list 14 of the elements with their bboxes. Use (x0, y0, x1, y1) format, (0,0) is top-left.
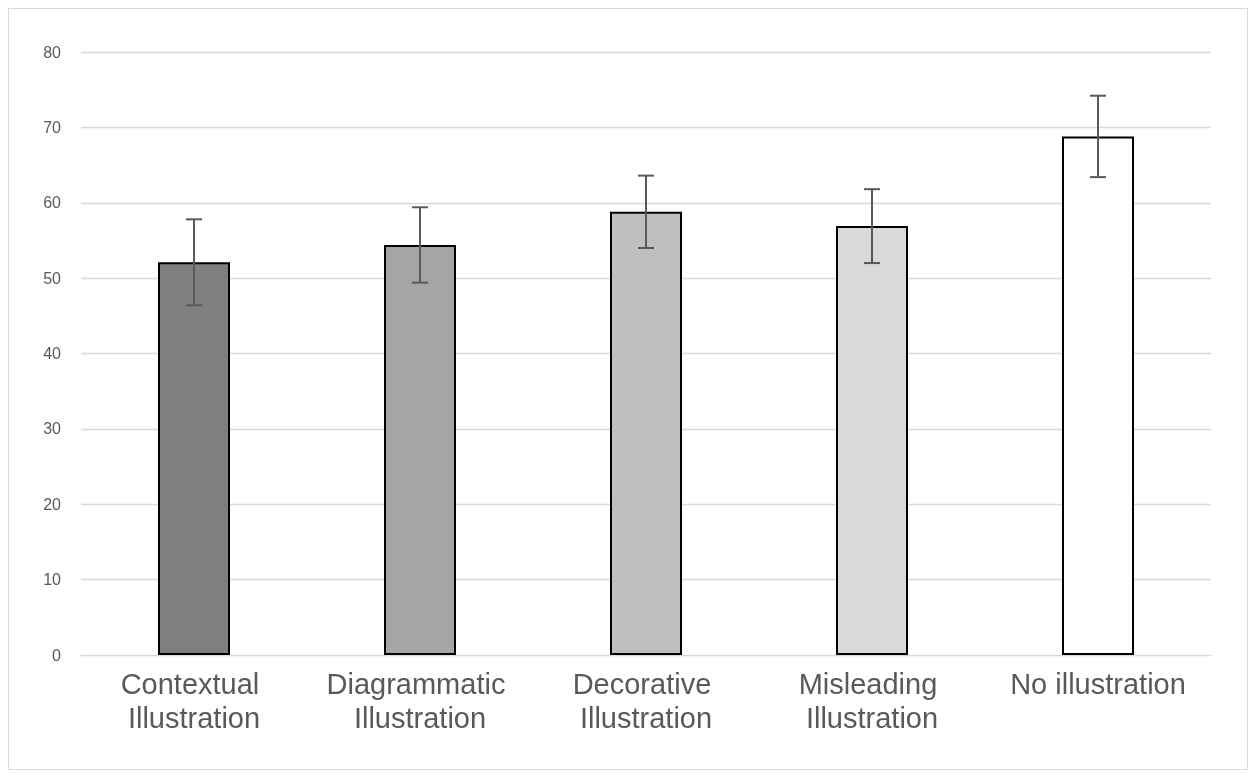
x-tick-label: Misleading Illustration (798, 668, 946, 734)
x-tick-label: Diagrammatic Illustration (326, 668, 514, 734)
y-tick-label: 50 (43, 269, 62, 287)
y-tick-label: 40 (43, 345, 62, 362)
y-tick-label: 20 (43, 495, 62, 513)
y-tick-label: 80 (43, 43, 62, 61)
y-tick-label: 0 (52, 646, 62, 664)
y-tick-label: 30 (43, 420, 62, 438)
y-tick-label: 60 (43, 194, 62, 212)
x-tick-label: Decorative Illustration (572, 668, 720, 734)
y-tick-label: 10 (43, 571, 62, 589)
x-tick-label: No illustration (1010, 668, 1186, 700)
y-tick-label: 70 (43, 118, 62, 136)
x-tick-label: Contextual Illustration (120, 668, 268, 734)
